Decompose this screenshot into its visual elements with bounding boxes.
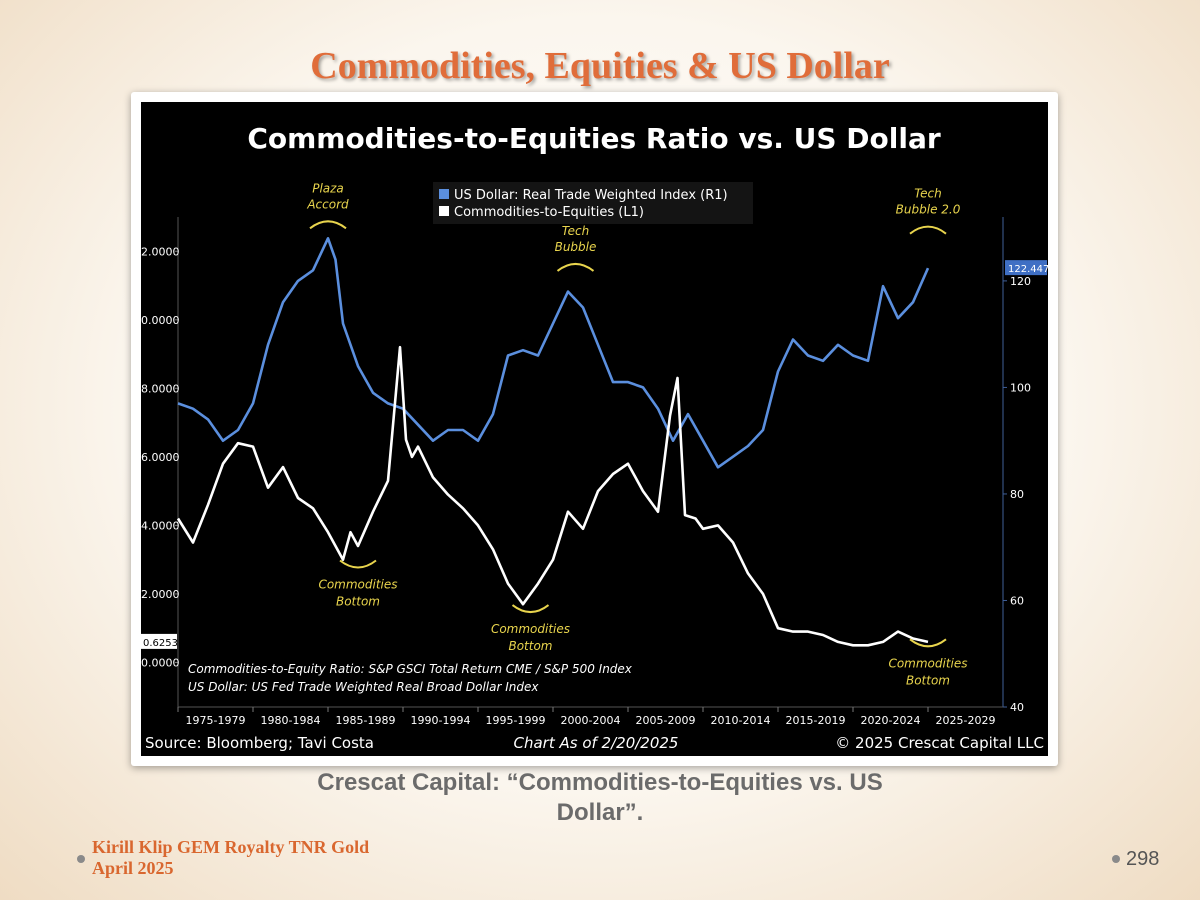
legend-label-dollar: US Dollar: Real Trade Weighted Index (R1… <box>454 188 728 203</box>
chart-note-dollar: US Dollar: US Fed Trade Weighted Real Br… <box>188 680 539 694</box>
legend-label-ratio: Commodities-to-Equities (L1) <box>454 205 644 220</box>
right-tick-label: 80 <box>1010 488 1024 501</box>
annotation-label: Bottom <box>508 639 552 653</box>
left-tick-label: 0.0000 <box>141 314 180 327</box>
annotation-label: Commodities <box>888 656 967 670</box>
caption-line-1: Crescat Capital: “Commodities-to-Equitie… <box>317 769 883 796</box>
right-tick-label: 100 <box>1010 381 1031 394</box>
left-tick-label: 4.0000 <box>141 519 180 532</box>
x-tick-label: 2015-2019 <box>786 714 846 727</box>
right-tick-label: 120 <box>1010 275 1031 288</box>
chart-panel: Commodities-to-Equities Ratio vs. US Dol… <box>141 102 1048 756</box>
x-tick-label: 1980-1984 <box>261 714 321 727</box>
x-tick-label: 2025-2029 <box>936 714 996 727</box>
annotation-label: Accord <box>306 197 349 211</box>
chart-title: Commodities-to-Equities Ratio vs. US Dol… <box>247 122 941 155</box>
chart-as-of: Chart As of 2/20/2025 <box>514 734 679 752</box>
series-line-commodities-to-equities <box>176 345 929 647</box>
annotation-arc <box>909 225 947 235</box>
left-tick-label: 6.0000 <box>141 451 180 464</box>
series-lines <box>176 237 930 647</box>
annotation-label: Bubble 2.0 <box>896 203 961 217</box>
annotation-label: Tech <box>562 224 589 238</box>
chart-annotations: Plaza Accord Tech Bubble Tech Bubble 2.0 Commo… <box>306 181 967 687</box>
chart-copyright: © 2025 Crescat Capital LLC <box>835 734 1044 752</box>
legend-swatch-dollar <box>439 189 449 199</box>
annotation-arc <box>556 262 595 272</box>
x-tick-label: 2000-2004 <box>561 714 621 727</box>
x-tick-label: 1990-1994 <box>411 714 471 727</box>
chart-source: Source: Bloomberg; Tavi Costa <box>145 734 374 752</box>
x-tick-label: 2020-2024 <box>861 714 921 727</box>
footer-bullet-left <box>77 855 85 863</box>
annotation-label: Plaza <box>312 181 344 195</box>
left-axis-ticks: 2.0000 0.0000 8.0000 6.0000 4.0000 2.0000 0.00… <box>141 245 180 669</box>
annotation-arc <box>339 559 377 569</box>
slide-caption: Crescat Capital: “Commodities-to-Equitie… <box>230 768 970 828</box>
annotation-arc <box>511 604 550 614</box>
last-value-label-dollar: 122.447 <box>1008 264 1048 275</box>
chart-svg: Commodities-to-Equities Ratio vs. US Dol… <box>141 122 1048 752</box>
annotation-label: Bottom <box>906 673 950 687</box>
chart-note-ratio: Commodities-to-Equity Ratio: S&P GSCI To… <box>188 662 633 676</box>
x-tick-label: 2005-2009 <box>636 714 696 727</box>
x-tick-label: 1975-1979 <box>186 714 246 727</box>
right-tick-label: 60 <box>1010 594 1024 607</box>
annotation-arc <box>309 220 347 230</box>
chart-legend: US Dollar: Real Trade Weighted Index (R1… <box>433 182 753 224</box>
series-line-us-dollar <box>177 237 930 469</box>
x-axis-ticks: 1975-1979 1980-1984 1985-1989 1990-1994 1995… <box>177 707 996 727</box>
chart-frame: Commodities-to-Equities Ratio vs. US Dol… <box>131 92 1058 766</box>
last-value-box-ratio <box>141 633 177 649</box>
x-tick-label: 1995-1999 <box>486 714 546 727</box>
right-tick-label: 40 <box>1010 701 1024 714</box>
footer-author: Kirill Klip GEM Royalty TNR Gold April 2… <box>92 837 369 879</box>
annotation-label: Commodities <box>318 578 397 592</box>
annotation-label: Commodities <box>491 622 570 636</box>
footer-bullet-right <box>1112 855 1120 863</box>
author-name: Kirill Klip GEM Royalty TNR Gold <box>92 837 370 857</box>
legend-swatch-ratio <box>439 206 449 216</box>
left-tick-label: 0.0000 <box>141 656 180 669</box>
slide-title: Commodities, Equities & US Dollar <box>310 45 890 87</box>
left-tick-label: 2.0000 <box>141 588 180 601</box>
left-tick-label: 8.0000 <box>141 382 180 395</box>
last-value-box-dollar <box>1005 260 1047 276</box>
caption-line-2: Dollar”. <box>556 799 644 826</box>
annotation-label: Bottom <box>336 595 380 609</box>
left-tick-label: 2.0000 <box>141 245 180 258</box>
page-number: 298 <box>1126 848 1160 870</box>
annotation-label: Tech <box>914 187 941 201</box>
annotation-arc <box>909 638 947 648</box>
x-tick-label: 1985-1989 <box>336 714 396 727</box>
last-value-label-ratio: 0.6253 <box>143 638 178 649</box>
annotation-label: Bubble <box>555 240 597 254</box>
x-tick-label: 2010-2014 <box>711 714 771 727</box>
author-date: April 2025 <box>92 858 174 878</box>
last-value-labels: 122.447 0.6253 <box>141 260 1048 649</box>
right-axis-ticks: 120 100 80 60 40 <box>1003 275 1031 714</box>
